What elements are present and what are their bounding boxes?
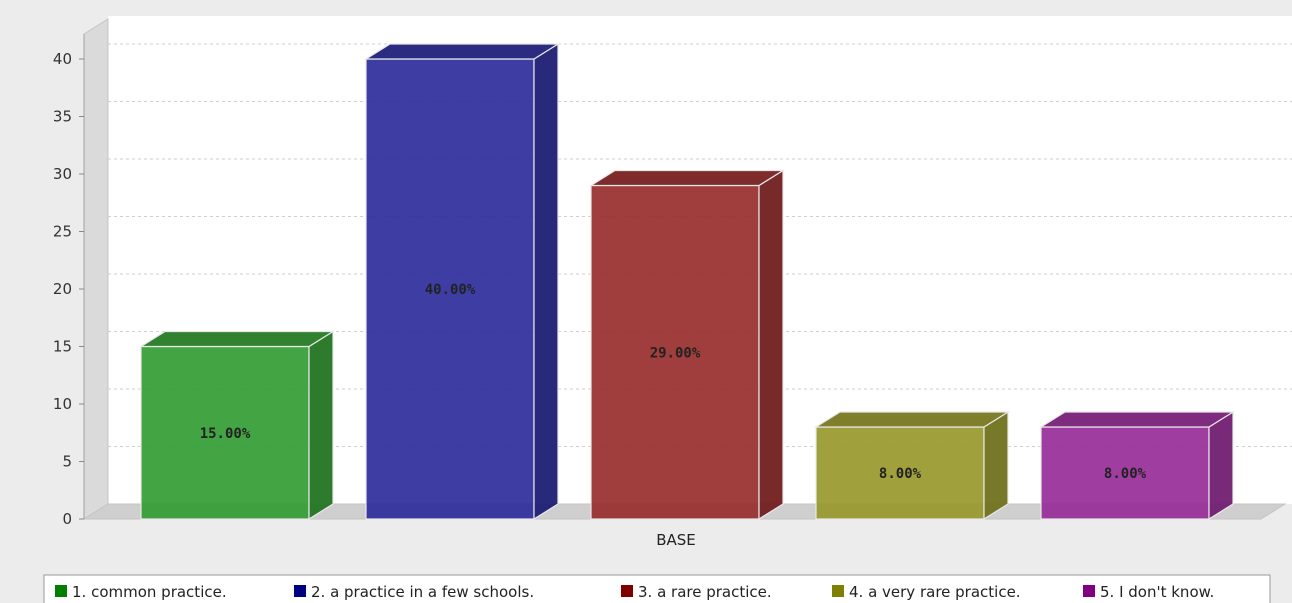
bar-side [758,169,784,521]
y-tick-label: 15 [53,338,72,356]
bar-side [533,42,559,521]
bar-group: 8.00% [813,410,1011,521]
legend-label: 5. I don't know. [1100,583,1214,601]
bar-group: 40.00% [363,42,561,521]
y-tick-label: 40 [53,50,72,68]
legend-swatch [621,585,633,597]
left-wall [83,18,109,520]
bar-top [1038,411,1236,428]
bar-top [588,169,786,187]
legend-label: 4. a very rare practice. [849,583,1021,601]
y-tick-label: 20 [53,280,72,298]
legend: 1. common practice. 2. a practice in a fe… [43,574,1271,603]
legend-swatch [294,585,306,597]
legend-box [43,574,1271,603]
x-category-label: BASE [656,531,696,549]
bar-side [308,330,334,521]
bar-top [363,43,561,60]
bar-side [983,410,1009,521]
bar-group: 8.00% [1038,410,1236,521]
data-label: 15.00% [200,426,251,442]
bar-group: 29.00% [588,169,786,521]
data-label: 8.00% [879,466,922,482]
data-label: 29.00% [650,345,701,361]
legend-label: 2. a practice in a few schools. [311,583,534,601]
y-tick-label: 0 [62,510,72,528]
bar-top [138,330,336,348]
legend-swatch [1083,585,1095,597]
legend-label: 3. a rare practice. [638,583,772,601]
legend-label: 1. common practice. [72,583,227,601]
bar-top [813,411,1011,428]
data-label: 8.00% [1104,466,1147,482]
legend-swatch [55,585,67,597]
bar [140,345,310,520]
y-tick-label: 30 [53,165,72,183]
y-tick-label: 10 [53,395,72,413]
bar [365,58,535,520]
bar [590,184,760,520]
y-tick-label: 35 [53,108,72,126]
legend-swatch [832,585,844,597]
bar-side [1208,410,1234,521]
bar-group: 15.00% [138,330,336,521]
y-tick-label: 5 [62,453,72,471]
data-label: 40.00% [425,282,476,298]
y-tick-label: 25 [53,223,72,241]
